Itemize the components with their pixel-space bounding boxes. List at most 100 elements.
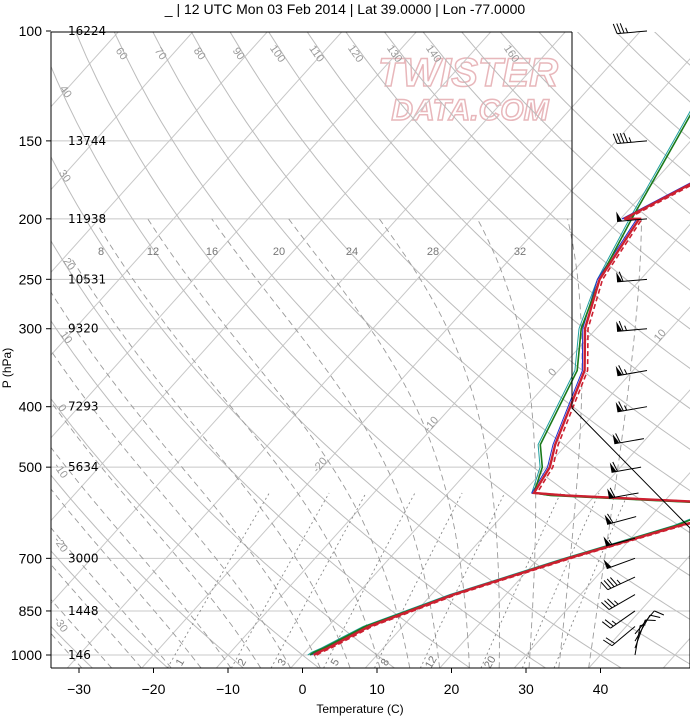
barb-staff <box>606 557 636 570</box>
barb-flag <box>604 619 614 627</box>
barb-flag <box>623 132 629 143</box>
barb-pennant <box>607 488 614 499</box>
isotherm-line <box>51 32 566 605</box>
dry-adiabat <box>51 65 622 668</box>
barb-flag <box>607 598 616 607</box>
height-label: 16224 <box>68 24 106 38</box>
isotherm-line <box>51 32 268 273</box>
dry-adiabat <box>422 32 690 291</box>
dry-adiabat-top-label: 60 <box>113 45 130 62</box>
barb-flag <box>616 133 622 144</box>
mixing-ratio-bottom-label: 20 <box>482 654 499 671</box>
dry-adiabat <box>51 155 547 668</box>
height-label: 9320 <box>68 322 99 336</box>
background-lines <box>51 32 690 668</box>
pressure-tick-label: 200 <box>19 211 43 227</box>
pressure-tick-label: 500 <box>19 459 43 475</box>
barb-staff <box>617 140 648 144</box>
isotherm-line <box>66 32 641 668</box>
barb-flag <box>607 513 614 524</box>
barb-flag <box>618 365 624 375</box>
dry-adiabat <box>75 32 690 665</box>
dry-adiabat-top-label: 70 <box>152 45 169 62</box>
isotherm-line <box>141 58 690 668</box>
isotherm-label: -20 <box>311 455 330 475</box>
dry-adiabat <box>383 32 690 330</box>
barb-flag <box>605 637 615 644</box>
barb-half-flag <box>616 579 621 585</box>
moist-adiabat <box>51 488 202 668</box>
y-axis-label: P (hPa) <box>0 348 14 388</box>
barb-staff <box>617 30 648 35</box>
watermark-logo: TWISTER DATA.COM <box>377 50 559 128</box>
dry-adiabat <box>268 32 690 450</box>
moist-adiabat <box>70 256 351 668</box>
x-tick-label: 10 <box>369 681 385 697</box>
pressure-tick-label: 1000 <box>11 647 42 663</box>
dry-adiabat <box>51 320 395 668</box>
mixing-ratio-label: 28 <box>427 246 439 258</box>
wind-barb <box>615 401 648 413</box>
barb-flag <box>601 621 611 629</box>
barb-flag <box>649 614 661 619</box>
barb-pennant <box>616 271 623 282</box>
mixing-ratio-bottom-label: 8 <box>379 657 392 668</box>
isotherm-line <box>439 389 690 668</box>
moist-adiabat <box>51 291 321 668</box>
isotherm-line <box>364 306 690 668</box>
barb-staff <box>634 610 655 635</box>
dry-adiabat-top-label: 110 <box>306 43 326 64</box>
moist-adiabat <box>588 218 642 668</box>
isotherm-label: 0 <box>546 366 559 378</box>
dry-adiabat <box>113 32 690 620</box>
dry-adiabat <box>51 397 320 668</box>
temperature-trace <box>313 182 690 657</box>
wind-barb <box>612 132 648 144</box>
wind-barbs <box>571 23 690 668</box>
barb-flag <box>603 639 613 647</box>
wind-barb <box>616 271 648 283</box>
dry-adiabat <box>152 32 690 577</box>
barb-pennant <box>616 321 623 332</box>
wind-barb <box>634 624 646 656</box>
moist-adiabat <box>51 563 142 668</box>
height-label: 7293 <box>68 400 99 414</box>
barb-flag <box>619 133 625 144</box>
isotherm-line <box>51 32 194 191</box>
wind-barb <box>603 536 636 547</box>
sounding-traces <box>307 110 690 657</box>
mixing-ratio-label: 8 <box>98 246 104 258</box>
barb-half-flag <box>624 405 628 411</box>
mixing-ratio-line <box>270 492 367 668</box>
barb-flag <box>606 578 615 588</box>
barb-panel-border <box>571 32 690 668</box>
moist-adiabat <box>378 218 500 668</box>
barb-staff <box>634 619 646 649</box>
barb-flag <box>609 487 616 498</box>
wind-barb <box>616 320 648 332</box>
mixing-ratio-line <box>230 492 330 668</box>
wind-barb <box>600 576 636 591</box>
x-tick-label: 30 <box>518 681 534 697</box>
dry-adiabat <box>229 32 690 492</box>
height-label: 10531 <box>68 272 106 286</box>
isotherm-line <box>51 32 417 439</box>
dry-adiabat <box>615 32 690 103</box>
moist-adiabat <box>51 446 232 668</box>
mixing-ratio-line <box>166 492 270 668</box>
pressure-tick-label: 100 <box>19 23 43 39</box>
x-tick-label: −20 <box>142 681 166 697</box>
barb-staff <box>610 610 636 629</box>
barb-flag <box>616 23 622 34</box>
x-axis-label: Temperature (C) <box>316 702 403 716</box>
dry-adiabat-label: 10 <box>57 329 74 346</box>
barb-flag <box>603 580 612 589</box>
dry-adiabat-top-label: 120 <box>345 43 365 65</box>
barb-flag <box>600 581 609 591</box>
pressure-tick-label: 700 <box>19 550 43 566</box>
barb-flag <box>612 23 618 34</box>
mixing-ratio-label: 24 <box>346 246 358 258</box>
dry-adiabat <box>538 32 690 177</box>
pressure-tick-label: 850 <box>19 603 43 619</box>
